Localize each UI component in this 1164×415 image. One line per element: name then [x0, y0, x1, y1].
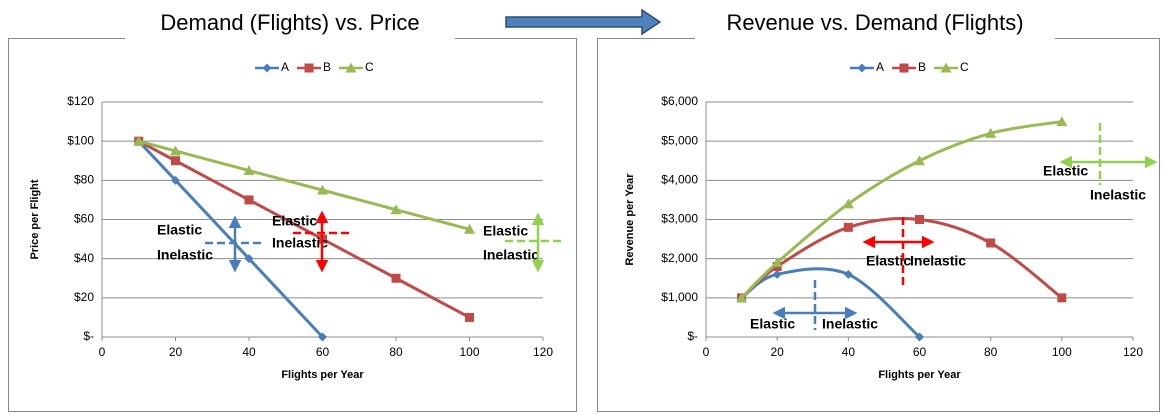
y-tick-label: $1,000	[661, 290, 698, 304]
annotation: Inelastic	[1090, 187, 1146, 203]
x-axis-title: Flights per Year	[878, 369, 961, 381]
marker	[1056, 116, 1068, 127]
annotation: Elastic	[1043, 163, 1088, 179]
chart-title: Demand (Flights) vs. Price	[160, 10, 419, 35]
series-line	[138, 139, 470, 231]
marker	[170, 145, 181, 156]
x-axis-title: Flights per Year	[281, 369, 364, 381]
legend-label: B	[323, 60, 331, 74]
x-tick-label: 60	[316, 345, 330, 359]
annotation: Elastic	[483, 223, 528, 239]
marker	[842, 198, 854, 209]
y-axis-title: Revenue per Year	[624, 173, 636, 266]
x-tick-label: 120	[533, 345, 553, 359]
annotation: Elastic	[866, 253, 911, 269]
annotation: Inelastic	[272, 235, 328, 251]
series-line	[138, 139, 471, 319]
annotation: Inelastic	[910, 253, 966, 269]
marker	[465, 312, 474, 322]
marker	[171, 175, 180, 185]
x-tick-label: 40	[842, 345, 856, 359]
x-tick-label: 80	[389, 345, 403, 359]
marker	[843, 222, 853, 232]
legend-label: A	[876, 60, 884, 74]
marker	[390, 204, 402, 215]
annotation: Elastic	[272, 213, 317, 229]
y-tick-label: $80	[74, 173, 94, 187]
marker	[133, 135, 145, 146]
y-tick-label: $6,000	[661, 94, 698, 108]
marker	[391, 273, 401, 283]
title-bg	[125, 8, 455, 42]
marker	[985, 127, 997, 138]
legend-label: B	[918, 60, 926, 74]
x-tick-label: 100	[1052, 345, 1072, 359]
y-tick-label: $60	[74, 212, 94, 226]
series-line	[137, 140, 324, 339]
legend-marker	[899, 63, 909, 73]
marker	[244, 254, 254, 264]
legend-marker	[345, 62, 357, 73]
arrows	[205, 123, 1158, 330]
annotation: Inelastic	[822, 316, 878, 332]
annotation: Elastic	[157, 222, 202, 238]
annotation: Inelastic	[483, 247, 539, 263]
y-tick-label: $120	[67, 94, 94, 108]
marker	[243, 165, 255, 176]
x-tick-label: 100	[459, 345, 479, 359]
y-tick-label: $40	[74, 251, 94, 265]
marker	[914, 155, 925, 166]
block-arrow	[505, 8, 662, 36]
marker	[464, 223, 475, 234]
chart-title: Revenue vs. Demand (Flights)	[726, 10, 1023, 35]
marker	[1057, 293, 1067, 303]
x-tick-label: 80	[984, 345, 998, 359]
y-tick-label: $3,000	[661, 212, 698, 226]
marker	[244, 195, 254, 205]
y-tick-label: $5,000	[661, 133, 698, 147]
y-tick-label: $100	[67, 133, 94, 147]
legend-marker	[262, 63, 272, 73]
legend-label: A	[281, 60, 289, 74]
legend-label: C	[365, 60, 374, 74]
marker	[843, 269, 853, 279]
y-tick-label: $20	[74, 290, 94, 304]
x-tick-label: 60	[913, 345, 927, 359]
marker	[171, 156, 180, 166]
marker	[772, 269, 782, 279]
marker	[317, 184, 328, 195]
y-tick-label: $-	[83, 329, 94, 343]
x-tick-label: 0	[703, 345, 710, 359]
x-tick-label: 20	[770, 345, 784, 359]
x-tick-label: 20	[169, 345, 183, 359]
marker	[318, 332, 327, 342]
y-tick-label: $2,000	[661, 251, 698, 265]
title-bg	[695, 8, 1055, 42]
marker	[736, 292, 748, 303]
y-axis-title: Price per Flight	[29, 179, 41, 259]
legend-label: C	[960, 60, 969, 74]
legend-marker	[304, 63, 314, 73]
x-tick-label: 0	[99, 345, 106, 359]
marker	[915, 332, 924, 342]
x-tick-label: 40	[242, 345, 256, 359]
legend-marker	[940, 62, 952, 73]
annotation: Elastic	[750, 316, 795, 332]
y-tick-label: $-	[687, 329, 698, 343]
marker	[771, 257, 783, 268]
marker	[986, 238, 996, 248]
y-tick-label: $4,000	[661, 173, 698, 187]
annotation: Inelastic	[157, 247, 213, 263]
marker	[915, 215, 924, 224]
x-tick-label: 120	[1123, 345, 1143, 359]
legend-marker	[857, 63, 867, 73]
